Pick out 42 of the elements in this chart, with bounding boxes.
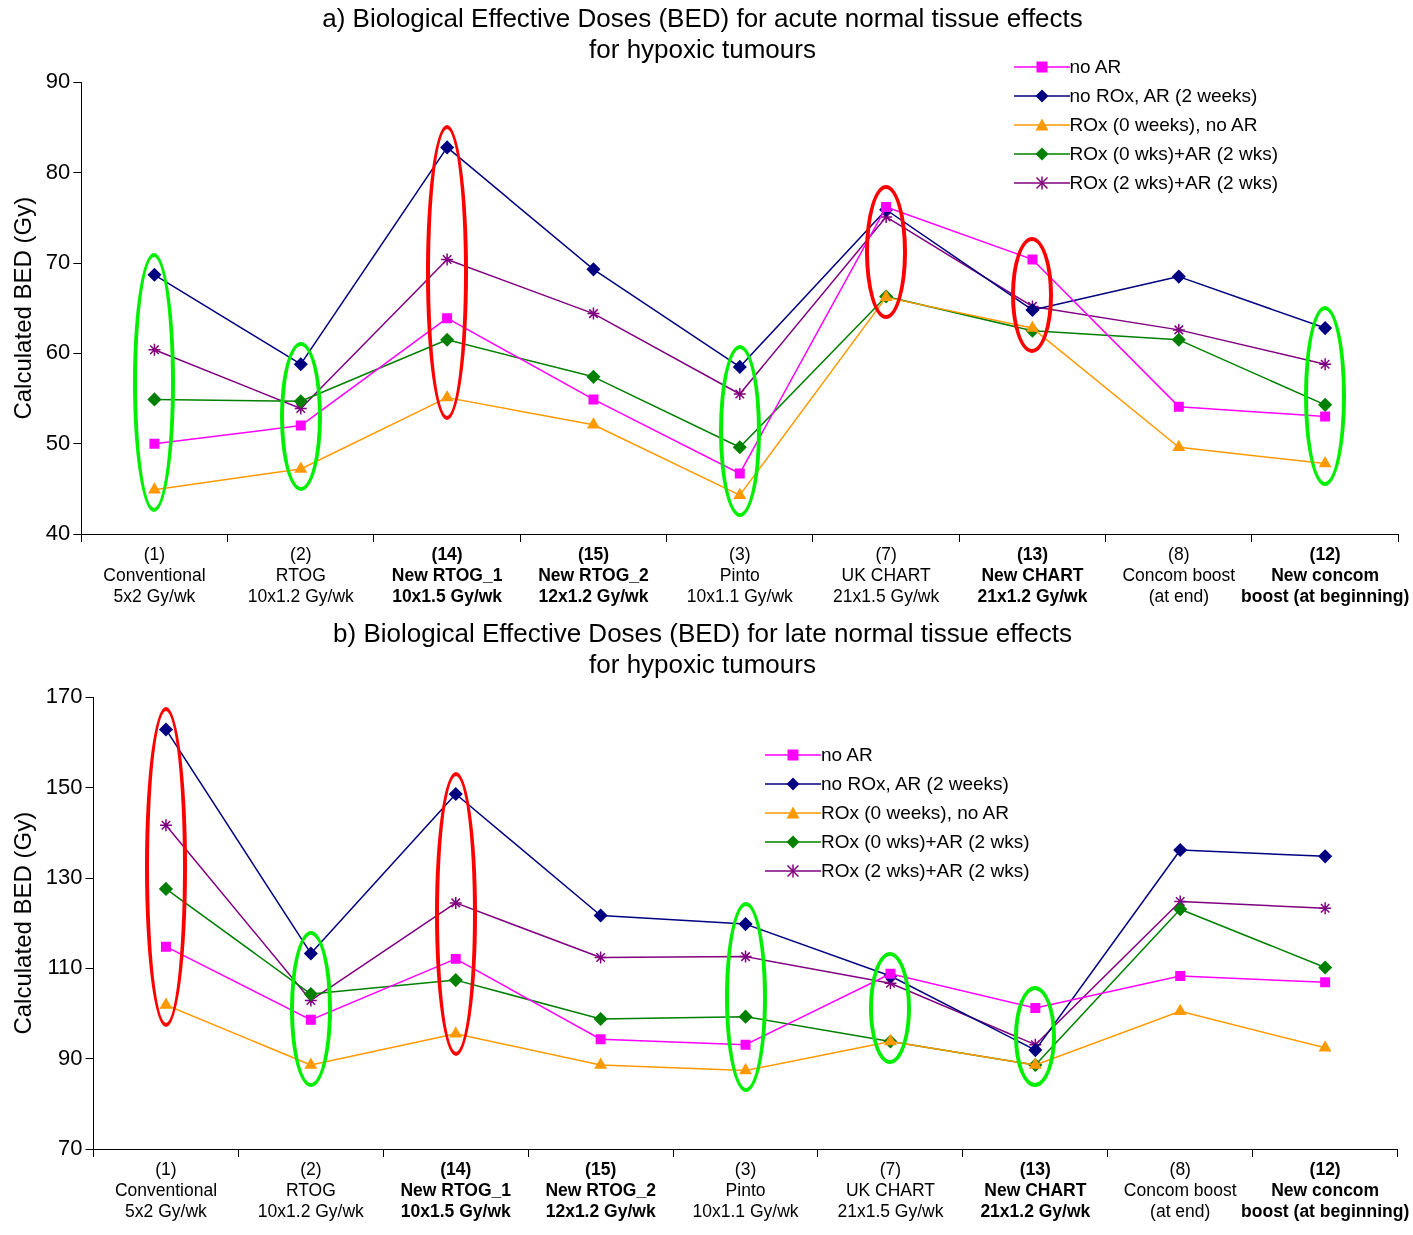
legend-label: ROx (0 weeks), no AR (1069, 113, 1258, 136)
legend-label: ROx (2 wks)+AR (2 wks) (1069, 171, 1278, 194)
y-tick-label: 90 (45, 68, 71, 94)
y-axis-title: Calculated BED (Gy) (9, 811, 37, 1035)
legend-label: ROx (2 wks)+AR (2 wks) (821, 859, 1030, 882)
x-tick-label: (8) Concom boost (at end) (1123, 1159, 1237, 1222)
x-tick-label: (13) New CHART 21x1.2 Gy/wk (980, 1159, 1091, 1222)
y-tick-label: 50 (45, 429, 71, 455)
x-tick-label: (3) Pinto 10x1.1 Gy/wk (692, 1159, 799, 1222)
legend-label: no ROx, AR (2 weeks) (821, 772, 1009, 795)
y-tick-label: 110 (47, 954, 83, 980)
x-tick-label: (13) New CHART 21x1.2 Gy/wk (977, 544, 1088, 607)
y-tick-label: 40 (45, 520, 71, 546)
y-tick-label: 150 (45, 773, 83, 799)
y-tick-label: 60 (45, 339, 71, 365)
x-tick-label: (1) Conventional 5x2 Gy/wk (114, 1159, 218, 1222)
y-tick-label: 70 (45, 249, 71, 275)
chart-title: b) Biological Effective Doses (BED) for late normal tissue effects for hypoxic tumours (333, 617, 1072, 679)
x-tick-label: (15) New RTOG_2 12x1.2 Gy/wk (538, 544, 649, 607)
y-tick-label: 80 (45, 158, 71, 184)
x-tick-label: (12) New concom boost (at beginning) (1241, 544, 1410, 607)
x-tick-label: (2) RTOG 10x1.2 Gy/wk (247, 544, 355, 607)
legend-label: ROx (0 wks)+AR (2 wks) (1069, 142, 1278, 165)
x-tick-label: (8) Concom boost (at end) (1122, 544, 1236, 607)
y-tick-label: 70 (58, 1135, 83, 1161)
x-tick-label: (1) Conventional 5x2 Gy/wk (103, 544, 206, 607)
legend-label: ROx (0 wks)+AR (2 wks) (821, 830, 1030, 853)
x-tick-label: (15) New RTOG_2 12x1.2 Gy/wk (545, 1159, 657, 1222)
x-tick-label: (12) New concom boost (at beginning) (1241, 1159, 1410, 1222)
x-tick-label: (2) RTOG 10x1.2 Gy/wk (257, 1159, 365, 1222)
x-tick-label: (7) UK CHART 21x1.5 Gy/wk (837, 1159, 944, 1222)
x-tick-label: (14) New RTOG_1 10x1.5 Gy/wk (391, 544, 503, 607)
y-tick-label: 90 (58, 1044, 83, 1070)
y-tick-label: 170 (45, 683, 83, 709)
legend-label: no AR (821, 743, 873, 766)
legend-label: no ROx, AR (2 weeks) (1069, 84, 1258, 107)
x-tick-label: (7) UK CHART 21x1.5 Gy/wk (833, 544, 940, 607)
x-tick-label: (14) New RTOG_1 10x1.5 Gy/wk (400, 1159, 512, 1222)
y-tick-label: 130 (45, 864, 83, 890)
x-tick-label: (3) Pinto 10x1.1 Gy/wk (686, 544, 794, 607)
legend-label: ROx (0 weeks), no AR (821, 801, 1009, 824)
y-axis-title: Calculated BED (Gy) (9, 196, 37, 420)
